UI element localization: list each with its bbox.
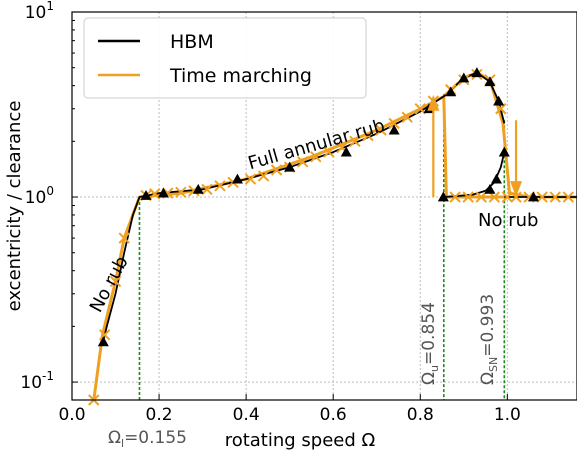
arrow-head-0 <box>427 94 440 111</box>
hbm-marker-17 <box>437 191 449 202</box>
y-tick-exp-1: 0 <box>46 184 54 198</box>
omega-sn-subscript: SN <box>487 357 500 372</box>
time-marching-marker-22 <box>375 124 387 136</box>
hbm-marker-10 <box>458 72 470 83</box>
hbm-marker-16 <box>490 173 502 184</box>
legend-entry-hbm: HBM <box>170 31 214 53</box>
time-marching-marker-40 <box>549 191 561 203</box>
time-marching-marker-1 <box>98 329 111 341</box>
time-marching-marker-7 <box>175 186 187 199</box>
omega-u-symbol: Ω <box>419 372 439 385</box>
x-tick-label-3: 0.6 <box>320 405 347 425</box>
time-marching-marker-24 <box>401 111 413 123</box>
omega-l-symbol: Ω <box>108 428 121 448</box>
time-marching-marker-36 <box>501 191 514 203</box>
hbm-marker-11 <box>471 67 483 78</box>
y-tick-label-0: 10-1 <box>20 369 54 393</box>
time-marching-marker-18 <box>323 146 335 158</box>
hbm-marker-12 <box>484 76 496 87</box>
x-tick-label-2: 0.4 <box>233 405 260 425</box>
legend: HBM Time marching <box>83 17 367 99</box>
annotation-omega-l: Ωl=0.155 <box>108 428 187 450</box>
hbm-marker-7 <box>388 124 400 135</box>
time-marching-marker-12 <box>244 173 257 185</box>
x-tick-label-0: 0.0 <box>58 405 85 425</box>
y-tick-label-1: 100 <box>25 184 54 208</box>
time-marching-marker-10 <box>214 180 226 192</box>
annotation-omega-u: Ωu=0.854 <box>419 302 441 385</box>
time-marching-marker-25 <box>414 103 426 115</box>
time-marching-marker-14 <box>270 164 283 176</box>
time-marching-marker-21 <box>362 129 374 142</box>
hbm-marker-5 <box>284 161 296 172</box>
hbm-marker-3 <box>192 183 204 194</box>
arrow-head-1 <box>510 181 523 198</box>
annotation-no-rub-left: No rub <box>86 253 133 316</box>
series-0-line-1 <box>443 151 506 198</box>
time-marching-marker-33 <box>462 191 474 203</box>
hbm-marker-9 <box>445 86 457 97</box>
hbm-marker-15 <box>484 183 496 194</box>
x-tick-label-5: 1.0 <box>494 405 521 425</box>
y-tick-label-2: 101 <box>25 0 54 23</box>
y-axis-label: excentricity / clearance <box>4 101 25 312</box>
time-marching-marker-20 <box>349 135 361 148</box>
y-tick-base-1: 10 <box>25 188 47 208</box>
hbm-marker-2 <box>157 187 169 198</box>
time-marching-marker-16 <box>297 156 309 168</box>
time-marching-marker-9 <box>201 183 213 196</box>
arrows-layer <box>427 94 523 198</box>
time-marching-marker-23 <box>388 117 400 130</box>
omega-u-value: =0.854 <box>419 302 439 365</box>
hbm-marker-1 <box>140 189 152 200</box>
omega-u-subscript: u <box>428 365 441 372</box>
x-axis-label: rotating speed Ω <box>225 430 376 451</box>
hbm-marker-14 <box>498 146 510 157</box>
annotation-no-rub-right: No rub <box>478 210 538 231</box>
series-layer <box>88 67 577 406</box>
time-marching-marker-5 <box>149 188 161 200</box>
y-tick-base-2: 10 <box>25 3 47 23</box>
y-tick-exp-0: -1 <box>42 369 54 383</box>
time-marching-marker-3 <box>118 232 130 244</box>
time-marching-marker-39 <box>536 191 548 203</box>
x-tick-label-4: 0.8 <box>407 405 434 425</box>
hbm-marker-4 <box>231 173 243 184</box>
hbm-marker-18 <box>527 191 539 202</box>
legend-box <box>83 17 367 99</box>
omega-sn-symbol: Ω <box>478 372 498 385</box>
legend-entry-time-marching: Time marching <box>169 65 312 87</box>
annotation-omega-sn: ΩSN=0.993 <box>478 294 500 385</box>
time-marching-marker-32 <box>449 191 461 203</box>
time-marching-marker-17 <box>310 151 322 163</box>
y-tick-exp-2: 1 <box>46 0 54 13</box>
time-marching-marker-2 <box>109 275 122 288</box>
y-tick-base-0: 10 <box>20 373 42 393</box>
omega-l-subscript: l <box>121 437 124 450</box>
annotation-full-annular-rub: Full annular rub <box>246 115 387 174</box>
omega-l-value: =0.155 <box>124 428 187 448</box>
time-marching-marker-13 <box>257 170 270 182</box>
hbm-marker-6 <box>340 146 352 157</box>
hbm-marker-13 <box>493 95 505 106</box>
hbm-marker-0 <box>97 336 109 347</box>
time-marching-marker-41 <box>562 191 575 203</box>
omega-sn-value: =0.993 <box>478 294 498 357</box>
x-tick-label-1: 0.2 <box>146 405 173 425</box>
